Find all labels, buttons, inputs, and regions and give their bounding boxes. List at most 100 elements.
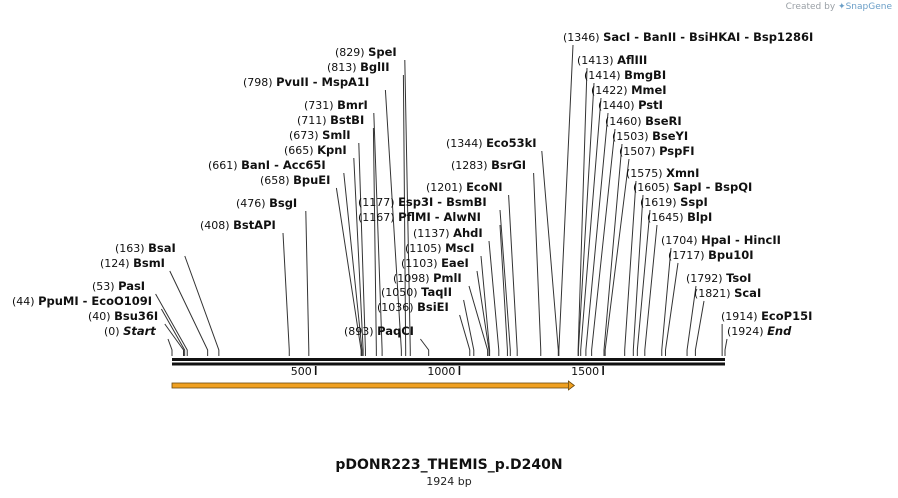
site-position: (1924) — [727, 325, 767, 338]
site-label[interactable]: (1717) Bpu10I — [668, 248, 754, 262]
site-label[interactable]: (1503) BseYI — [612, 129, 688, 143]
site-leader-line — [686, 285, 697, 356]
site-name: Eco53kI — [486, 136, 537, 150]
site-label[interactable]: (665) KpnI — [284, 143, 347, 157]
site-position: (476) — [236, 197, 269, 210]
site-name: PasI — [118, 279, 145, 293]
site-leader-line — [591, 128, 616, 356]
site-position: (1605) — [633, 181, 673, 194]
site-position: (163) — [115, 242, 148, 255]
site-label[interactable]: (1050) TaqII — [381, 285, 452, 299]
site-label[interactable]: (661) BanI - Acc65I — [208, 158, 326, 172]
site-leader-line — [167, 338, 173, 356]
site-name: BmgBI — [624, 68, 666, 82]
site-name: BstBI — [330, 113, 364, 127]
site-label[interactable]: (893) PaqCI — [344, 324, 414, 338]
site-name: SpeI — [368, 45, 397, 59]
site-name: HpaI - HincII — [701, 233, 781, 247]
site-name: BsiEI — [417, 300, 449, 314]
site-name: EcoP15I — [761, 309, 812, 323]
site-label[interactable]: (124) BsmI — [100, 256, 165, 270]
site-label[interactable]: (1414) BmgBI — [584, 68, 666, 82]
site-leader-line — [661, 247, 672, 356]
site-label[interactable]: (0) Start — [104, 324, 156, 338]
site-label[interactable]: (731) BmrI — [304, 98, 368, 112]
site-position: (1050) — [381, 286, 421, 299]
site-position: (893) — [344, 325, 377, 338]
site-leader-line — [585, 112, 609, 356]
site-label[interactable]: (408) BstAPI — [200, 218, 276, 232]
site-label[interactable]: (829) SpeI — [335, 45, 397, 59]
site-position: (1036) — [377, 301, 417, 314]
site-leader-line — [480, 255, 491, 356]
site-name: ScaI — [734, 286, 761, 300]
site-label[interactable]: (658) BpuEI — [260, 173, 330, 187]
site-label[interactable]: (1201) EcoNI — [426, 180, 503, 194]
site-position: (44) — [12, 295, 38, 308]
site-position: (1167) — [358, 211, 398, 224]
site-name: PaqCI — [377, 324, 414, 338]
site-label[interactable]: (44) PpuMI - EcoO109I — [12, 294, 152, 308]
site-position: (1821) — [694, 287, 734, 300]
site-label[interactable]: (1440) PstI — [598, 98, 663, 112]
site-name: KpnI — [317, 143, 347, 157]
site-position: (711) — [297, 114, 330, 127]
site-name: AhdI — [453, 226, 483, 240]
site-leader-line — [335, 187, 362, 356]
site-position: (1346) — [563, 31, 603, 44]
site-labels: (0) Start(40) Bsu36I(44) PpuMI - EcoO109… — [12, 30, 813, 338]
site-label[interactable]: (1914) EcoP15I — [721, 309, 812, 323]
site-label[interactable]: (1821) ScaI — [694, 286, 761, 300]
site-label[interactable]: (711) BstBI — [297, 113, 364, 127]
site-leader-line — [580, 97, 602, 356]
site-position: (53) — [92, 280, 118, 293]
feature-bar[interactable] — [171, 382, 570, 389]
site-label[interactable]: (476) BsgI — [236, 196, 297, 210]
site-label[interactable]: (1167) PflMI - AlwNI — [358, 210, 481, 224]
site-label[interactable]: (1098) PmlI — [393, 271, 462, 285]
site-label[interactable]: (1344) Eco53kI — [446, 136, 537, 150]
site-position: (813) — [327, 61, 360, 74]
site-label[interactable]: (1103) EaeI — [401, 256, 469, 270]
site-leader-line — [305, 210, 310, 356]
site-label[interactable]: (1924) End — [727, 324, 792, 338]
site-label[interactable]: (1605) SapI - BspQI — [633, 180, 752, 194]
site-label[interactable]: (1105) MscI — [405, 241, 474, 255]
site-leader-line — [644, 224, 658, 356]
site-leader-line — [358, 142, 366, 356]
site-label[interactable]: (1346) SacI - BanII - BsiHKAI - Bsp1286I — [563, 30, 813, 44]
site-label[interactable]: (1619) SspI — [640, 195, 708, 209]
site-leader-line — [508, 194, 518, 356]
site-leader-line — [169, 270, 209, 356]
site-leader-line — [636, 209, 651, 356]
site-label[interactable]: (1507) PspFI — [619, 144, 695, 158]
site-label[interactable]: (798) PvuII - MspA1I — [243, 75, 369, 89]
site-label[interactable]: (813) BglII — [327, 60, 390, 74]
site-label[interactable]: (1704) HpaI - HincII — [661, 233, 781, 247]
site-label[interactable]: (53) PasI — [92, 279, 145, 293]
site-label[interactable]: (1036) BsiEI — [377, 300, 449, 314]
site-leader-line — [488, 240, 500, 356]
site-label[interactable]: (1177) Esp3I - BsmBI — [358, 195, 487, 209]
site-label[interactable]: (1792) TsoI — [686, 271, 751, 285]
site-label[interactable]: (40) Bsu36I — [88, 309, 158, 323]
site-name: BsaI — [148, 241, 176, 255]
site-label[interactable]: (1422) MmeI — [591, 83, 667, 97]
site-label[interactable]: (1575) XmnI — [626, 166, 699, 180]
site-name: PpuMI - EcoO109I — [38, 294, 152, 308]
site-position: (0) — [104, 325, 123, 338]
site-label[interactable]: (1645) BlpI — [647, 210, 712, 224]
site-label[interactable]: (1137) AhdI — [413, 226, 483, 240]
site-label[interactable]: (1283) BsrGI — [451, 158, 526, 172]
site-leader-line — [459, 314, 471, 356]
site-name: XmnI — [666, 166, 699, 180]
site-label[interactable]: (163) BsaI — [115, 241, 176, 255]
site-leader-line — [541, 150, 559, 356]
site-leader-line — [155, 293, 188, 356]
site-leader-line — [184, 255, 220, 356]
site-leader-line — [160, 308, 186, 356]
site-name: BpuEI — [293, 173, 330, 187]
site-label[interactable]: (1413) AflIII — [577, 53, 647, 67]
site-label[interactable]: (1460) BseRI — [605, 114, 682, 128]
site-label[interactable]: (673) SmlI — [289, 128, 351, 142]
